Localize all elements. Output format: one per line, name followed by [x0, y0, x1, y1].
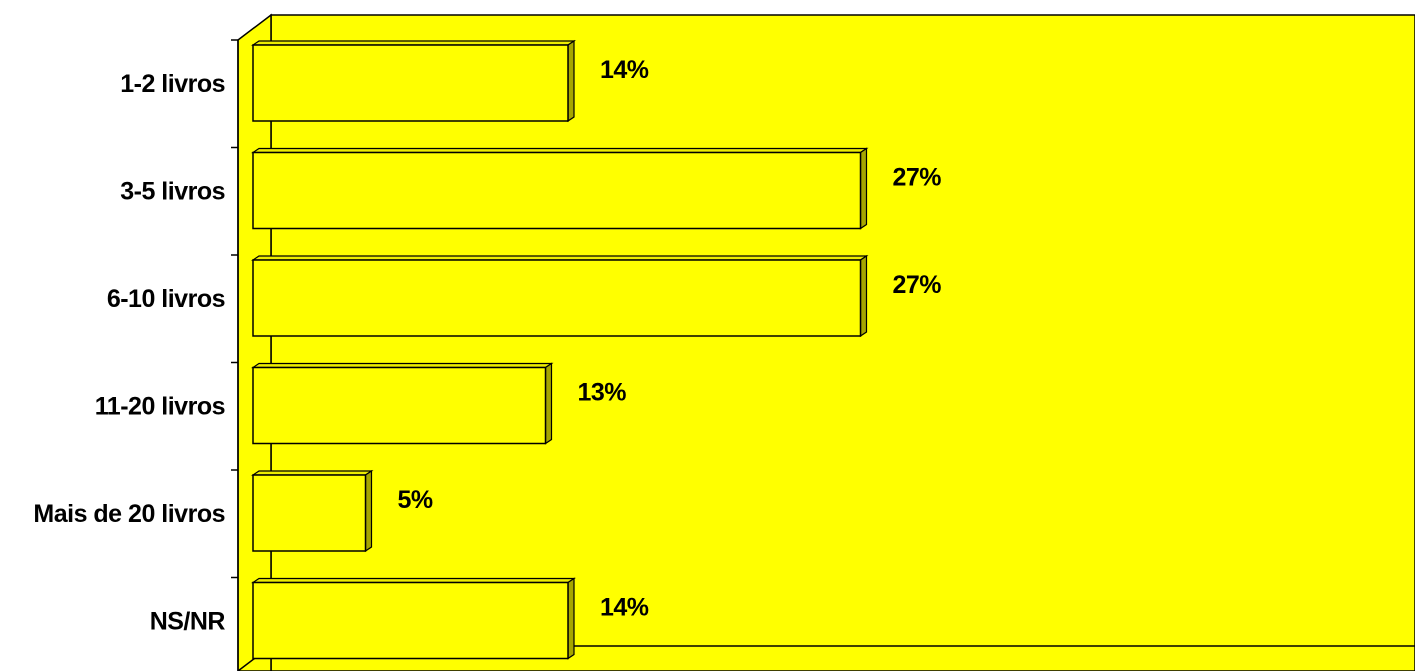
value-labels: 14% 27% 27% 13% 5% 14% [398, 56, 942, 622]
category-labels: 1-2 livros 3-5 livros 6-10 livros 11-20 liv… [33, 70, 226, 636]
bar [251, 254, 869, 338]
bar [251, 39, 576, 123]
bar-side-face [567, 39, 575, 123]
data-label: 14% [600, 594, 649, 622]
data-label: 14% [600, 56, 649, 84]
data-label: 13% [578, 379, 627, 407]
bar-side-face [364, 469, 373, 553]
bar-front-face [252, 259, 862, 337]
data-label: 27% [893, 271, 942, 299]
bar-front-face [252, 474, 367, 552]
category-ticks [231, 39, 238, 579]
category-label: Mais de 20 livros [33, 500, 225, 528]
bar-front-face [252, 151, 862, 230]
category-label: 11-20 livros [95, 393, 225, 421]
bar [251, 147, 869, 230]
bar [251, 469, 374, 553]
bar [251, 362, 554, 445]
bars-group [251, 39, 869, 660]
category-label: 3-5 livros [120, 178, 225, 206]
category-label: 1-2 livros [120, 70, 225, 98]
bar-side-face [567, 577, 575, 660]
bar-front-face [252, 366, 547, 445]
category-label: NS/NR [150, 608, 226, 636]
bar-front-face [252, 581, 569, 660]
data-label: 5% [398, 486, 433, 514]
bar-side-face [544, 362, 553, 445]
bar [251, 577, 576, 660]
bar-side-face [859, 147, 868, 230]
data-label: 27% [893, 164, 942, 192]
category-label: 6-10 livros [107, 285, 225, 313]
bar-side-face [859, 254, 868, 338]
bar-front-face [252, 44, 569, 122]
